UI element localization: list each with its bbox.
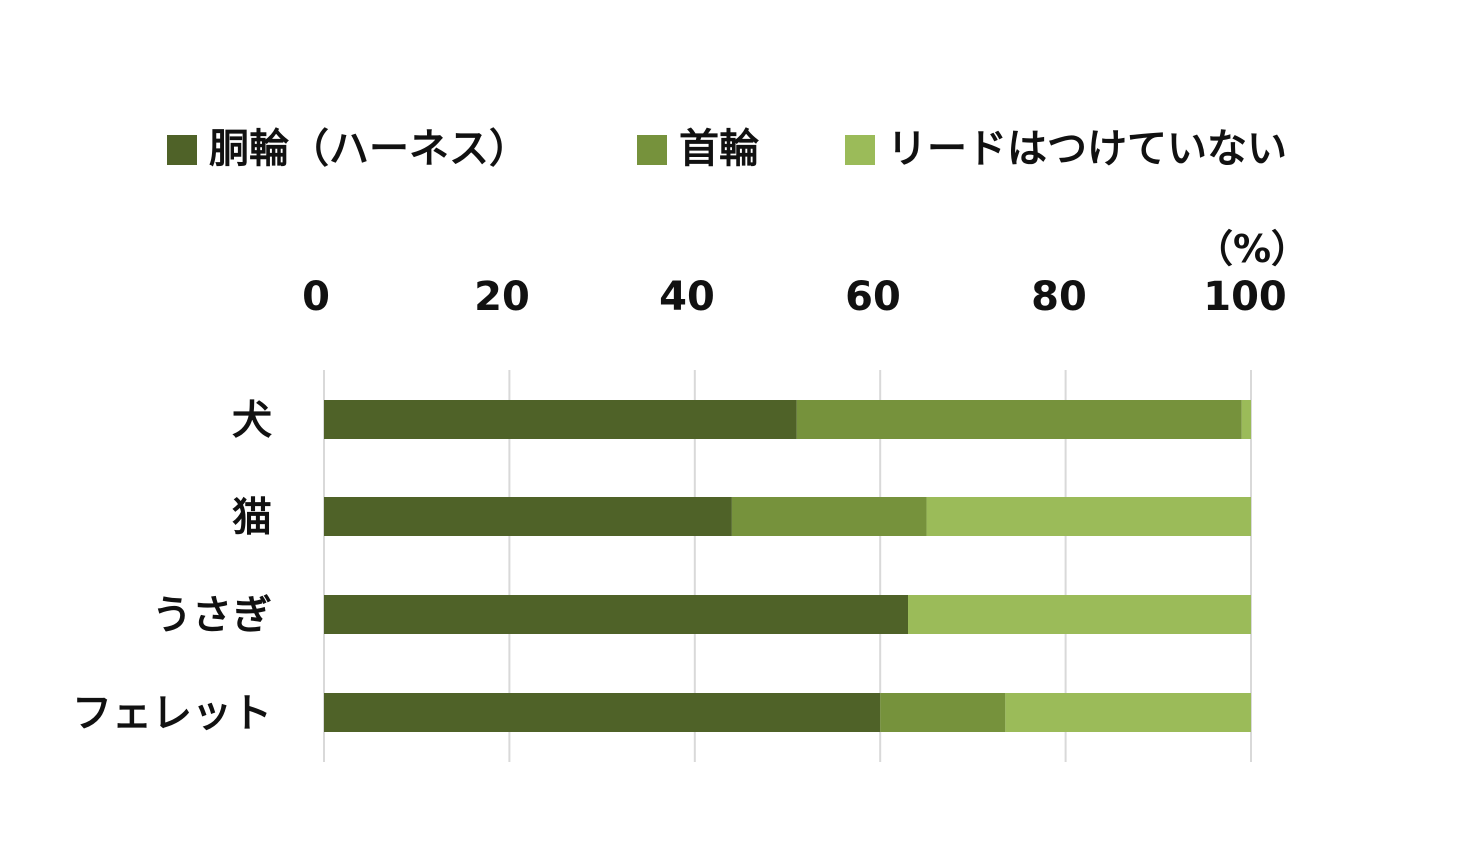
- x-tick-label: 0: [302, 274, 330, 320]
- x-tick-label: 40: [659, 274, 715, 320]
- bar-segment: [324, 400, 797, 439]
- legend-label: 胴輪（ハーネス）: [209, 126, 529, 172]
- bar-segment: [731, 497, 927, 536]
- legend-label: リードはつけていない: [887, 126, 1287, 172]
- bar-segment: [324, 595, 909, 634]
- bar-segment: [324, 497, 732, 536]
- unit-label: （%）: [1195, 227, 1309, 271]
- x-tick-label: 80: [1031, 274, 1087, 320]
- category-label: 猫: [232, 495, 272, 541]
- legend-label: 首輪: [679, 126, 759, 172]
- bar-segment: [796, 400, 1242, 439]
- category-label: 犬: [232, 398, 272, 444]
- legend-swatch: [845, 135, 875, 165]
- x-tick-label: 20: [474, 274, 530, 320]
- legend-item: 首輪: [637, 126, 759, 172]
- x-axis-tick-labels: 0 20 40 60 80 100: [302, 274, 1287, 320]
- legend-item: 胴輪（ハーネス）: [167, 126, 529, 172]
- legend-swatch: [637, 135, 667, 165]
- bar-segment: [1005, 693, 1251, 732]
- x-tick-label: 100: [1203, 274, 1287, 320]
- category-label: うさぎ: [152, 593, 272, 639]
- category-label: フェレット: [72, 691, 272, 737]
- bar-segment: [1241, 400, 1251, 439]
- bar-segment: [324, 693, 881, 732]
- bar-segment: [908, 595, 1251, 634]
- legend-item: リードはつけていない: [845, 126, 1287, 172]
- legend: 胴輪（ハーネス） 首輪 リードはつけていない: [167, 126, 1287, 172]
- x-tick-label: 60: [845, 274, 901, 320]
- bars: [324, 400, 1251, 732]
- legend-swatch: [167, 135, 197, 165]
- bar-segment: [926, 497, 1251, 536]
- bar-segment: [880, 693, 1006, 732]
